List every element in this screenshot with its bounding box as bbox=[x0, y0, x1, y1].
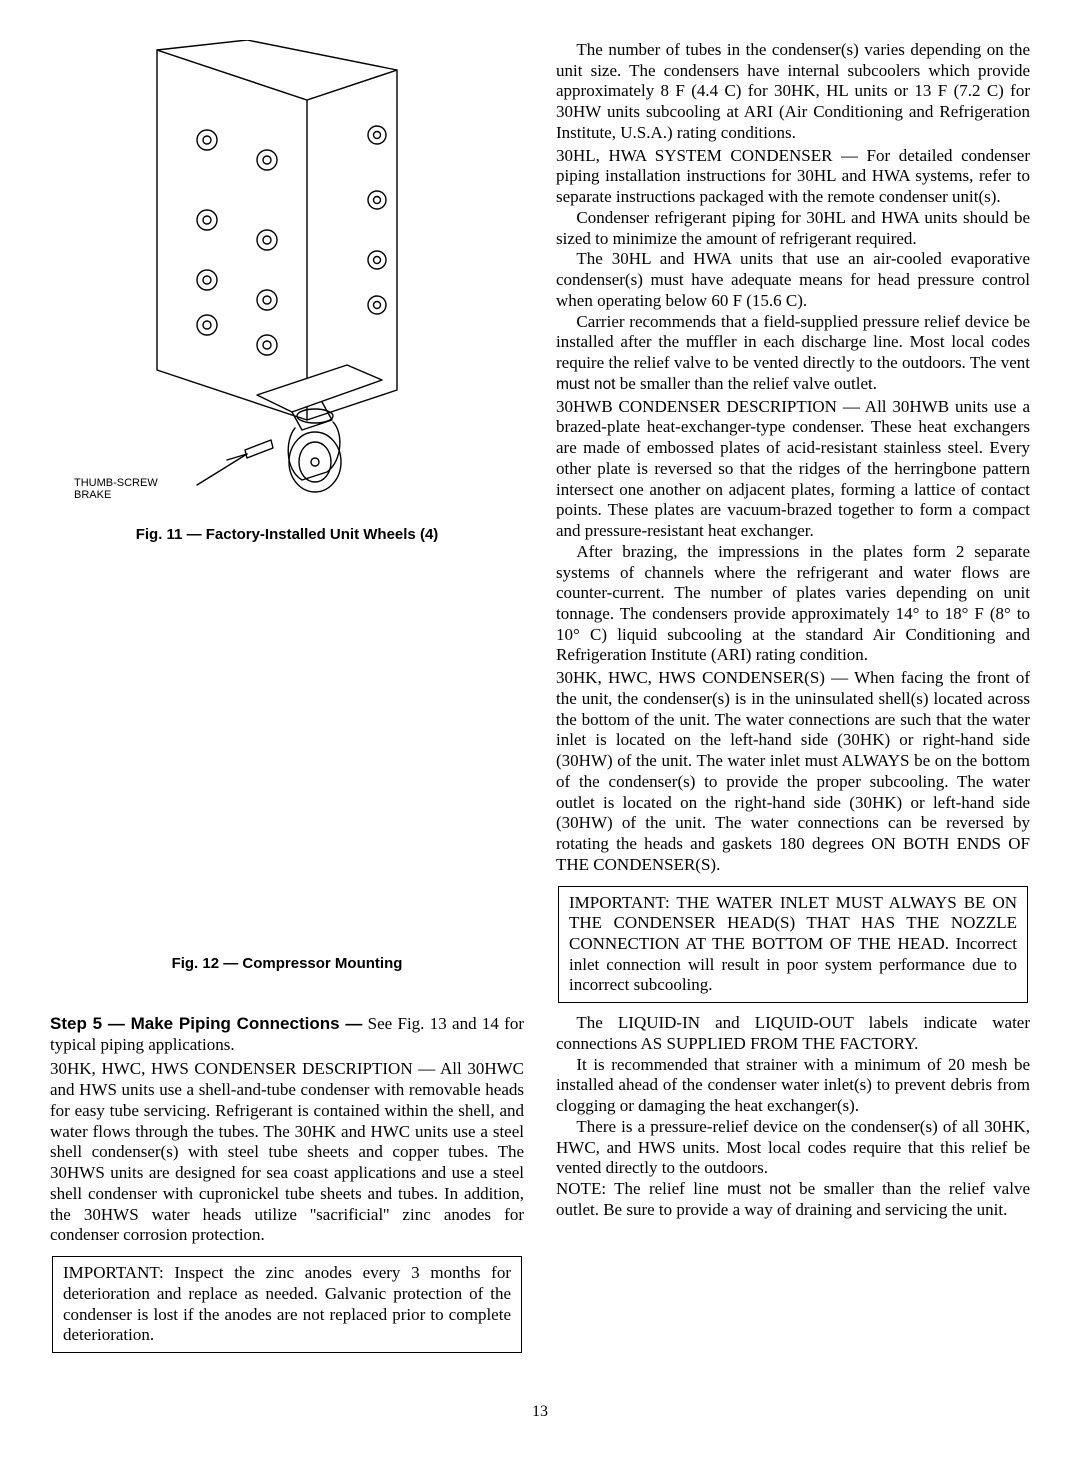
important-2-text: IMPORTANT: THE WATER INLET MUST ALWAYS B… bbox=[569, 893, 1017, 997]
figure-11: THUMB-SCREW BRAKE bbox=[50, 40, 524, 510]
left-body: Step 5 — Make Piping Connections — See F… bbox=[50, 1014, 524, 1246]
thumb-screw-label: THUMB-SCREW BRAKE bbox=[74, 478, 158, 501]
r-p2d: Carrier recommends that a field-supplied… bbox=[556, 312, 1030, 395]
step5-lead: Step 5 — Make Piping Connections — bbox=[50, 1014, 362, 1033]
must-not-2: must not bbox=[727, 1181, 791, 1198]
r-p8a: NOTE: The relief line bbox=[556, 1179, 727, 1198]
page-columns: THUMB-SCREW BRAKE Fig. 11 — Factory-Inst… bbox=[50, 40, 1030, 1363]
r-p2d-b: be smaller than the relief valve outlet. bbox=[615, 374, 877, 393]
unit-wheel-diagram bbox=[97, 40, 477, 510]
must-not-1: must not bbox=[556, 376, 615, 393]
important-box-1: IMPORTANT: Inspect the zinc anodes every… bbox=[52, 1256, 522, 1353]
r-p4: 30HK, HWC, HWS CONDENSER(S) — When facin… bbox=[556, 668, 1030, 875]
important-1-text: IMPORTANT: Inspect the zinc anodes every… bbox=[63, 1263, 511, 1346]
thumb-screw-label-line1: THUMB-SCREW bbox=[74, 477, 158, 489]
right-column: The number of tubes in the condenser(s) … bbox=[556, 40, 1030, 1363]
r-p1: The number of tubes in the condenser(s) … bbox=[556, 40, 1030, 144]
thumb-screw-label-line2: BRAKE bbox=[74, 489, 111, 501]
r-p6: It is recommended that strainer with a m… bbox=[556, 1055, 1030, 1117]
left-column: THUMB-SCREW BRAKE Fig. 11 — Factory-Inst… bbox=[50, 40, 524, 1363]
r-p3b: After brazing, the impressions in the pl… bbox=[556, 542, 1030, 666]
r-p2c: The 30HL and HWA units that use an air-c… bbox=[556, 249, 1030, 311]
figure-12-caption: Fig. 12 — Compressor Mounting bbox=[50, 955, 524, 972]
figure-12-region bbox=[50, 567, 524, 947]
left-p1: 30HK, HWC, HWS CONDENSER DESCRIPTION — A… bbox=[50, 1059, 524, 1246]
step5-heading-line: Step 5 — Make Piping Connections — See F… bbox=[50, 1014, 524, 1055]
r-p3: 30HWB CONDENSER DESCRIPTION — All 30HWB … bbox=[556, 397, 1030, 542]
r-p8: NOTE: The relief line must not be smalle… bbox=[556, 1179, 1030, 1221]
r-p2b: Condenser refrigerant piping for 30HL an… bbox=[556, 208, 1030, 249]
page-number: 13 bbox=[50, 1403, 1030, 1421]
r-p2d-a: Carrier recommends that a field-supplied… bbox=[556, 312, 1030, 372]
figure-11-caption: Fig. 11 — Factory-Installed Unit Wheels … bbox=[50, 526, 524, 543]
r-p7: There is a pressure-relief device on the… bbox=[556, 1117, 1030, 1179]
r-p2a: 30HL, HWA SYSTEM CONDENSER — For detaile… bbox=[556, 146, 1030, 208]
important-box-2: IMPORTANT: THE WATER INLET MUST ALWAYS B… bbox=[558, 886, 1028, 1004]
r-p5: The LIQUID-IN and LIQUID-OUT labels indi… bbox=[556, 1013, 1030, 1054]
